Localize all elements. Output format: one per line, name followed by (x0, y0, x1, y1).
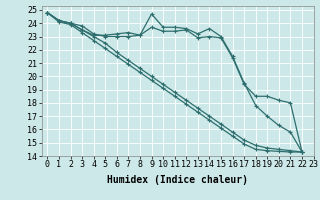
X-axis label: Humidex (Indice chaleur): Humidex (Indice chaleur) (107, 175, 248, 185)
